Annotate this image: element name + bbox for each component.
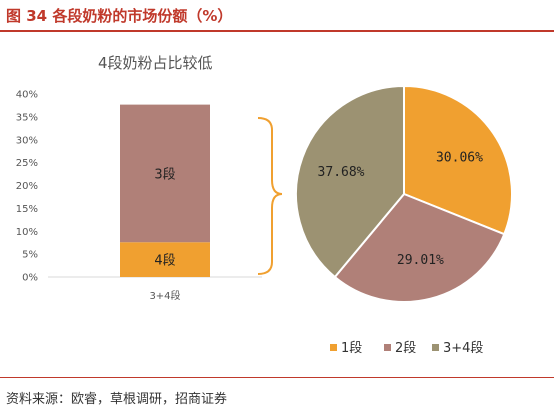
bar-segment bbox=[120, 242, 210, 277]
x-tick-label: 3+4段 bbox=[149, 289, 180, 302]
pie-slice-label: 29.01% bbox=[397, 253, 444, 268]
legend-label: 1段 bbox=[341, 341, 362, 356]
pie-legend: 1段 2段 3+4段 bbox=[330, 341, 483, 356]
bar-segment bbox=[120, 104, 210, 243]
pie-slice bbox=[295, 84, 405, 279]
bar-segment-label: 3段 bbox=[154, 167, 175, 182]
bar-y-axis: 0% 5% 10% 15% 20% 25% 30% 35% 40% bbox=[16, 90, 262, 284]
y-tick-label: 25% bbox=[16, 158, 38, 169]
y-tick-label: 0% bbox=[22, 273, 38, 284]
source-rule bbox=[0, 377, 554, 378]
pie-slice bbox=[333, 192, 506, 303]
stacked-bar: 4段 3段 3+4段 bbox=[120, 104, 210, 302]
legend-swatch bbox=[384, 344, 391, 351]
y-tick-label: 10% bbox=[16, 227, 38, 238]
legend-label: 2段 bbox=[395, 341, 416, 356]
pie: 30.06% 29.01% 37.68% bbox=[295, 84, 513, 303]
bracket-connector bbox=[257, 117, 283, 275]
bar-segment-label: 4段 bbox=[154, 254, 175, 269]
legend-swatch bbox=[330, 344, 337, 351]
figure-title: 图 34 各段奶粉的市场份额（%） bbox=[6, 7, 233, 25]
legend-label: 3+4段 bbox=[443, 341, 483, 356]
y-tick-label: 20% bbox=[16, 181, 38, 192]
pie-slice-label: 30.06% bbox=[436, 150, 483, 165]
pie-slice-label: 37.68% bbox=[318, 165, 365, 180]
source-note: 资料来源：欧睿，草根调研，招商证券 bbox=[6, 392, 228, 407]
y-tick-label: 15% bbox=[16, 204, 38, 215]
y-tick-label: 30% bbox=[16, 135, 38, 146]
y-tick-label: 35% bbox=[16, 112, 38, 123]
y-tick-label: 40% bbox=[16, 90, 38, 101]
legend-swatch bbox=[432, 344, 439, 351]
y-tick-label: 5% bbox=[22, 250, 38, 261]
title-rule bbox=[0, 30, 554, 32]
chart-title: 4段奶粉占比较低 bbox=[98, 54, 213, 72]
pie-slice bbox=[403, 84, 513, 236]
